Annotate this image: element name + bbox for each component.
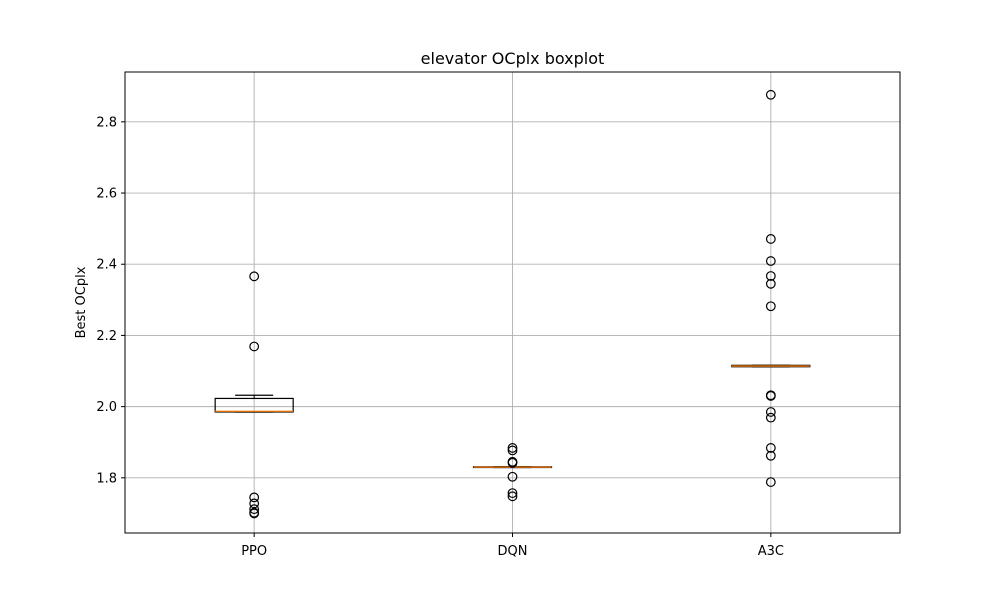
outlier-point bbox=[249, 504, 260, 515]
outlier-point bbox=[765, 407, 776, 417]
outlier-point bbox=[765, 301, 776, 312]
y-tick-label: 1.8 bbox=[96, 471, 117, 486]
outlier-point bbox=[765, 391, 776, 401]
outlier-point bbox=[765, 477, 776, 487]
outlier-point bbox=[249, 341, 260, 352]
outlier-point bbox=[765, 89, 776, 100]
y-tick-label: 2.4 bbox=[96, 258, 117, 273]
outlier-point bbox=[507, 491, 518, 502]
box-ppo bbox=[214, 397, 294, 413]
outlier-point bbox=[765, 278, 776, 289]
outlier-point bbox=[765, 412, 776, 423]
outlier-point bbox=[507, 445, 518, 456]
outlier-point bbox=[507, 471, 518, 482]
outlier-point bbox=[507, 457, 518, 468]
outlier-point bbox=[765, 256, 776, 266]
x-tick-label: A3C bbox=[758, 544, 784, 559]
outlier-point bbox=[249, 508, 260, 519]
chart-title: elevator OCplx boxplot bbox=[421, 49, 605, 68]
outlier-point bbox=[249, 271, 260, 282]
x-tick-label: PPO bbox=[241, 544, 267, 559]
outlier-point bbox=[765, 271, 776, 281]
y-axis-label: Best OCplx bbox=[74, 266, 89, 338]
y-tick-label: 2.0 bbox=[96, 400, 117, 415]
y-tick-label: 2.6 bbox=[96, 187, 117, 202]
outlier-point bbox=[765, 450, 776, 461]
outlier-point bbox=[249, 498, 260, 509]
outlier-point bbox=[765, 443, 776, 453]
box-layer bbox=[214, 89, 811, 519]
x-tick-label: DQN bbox=[498, 544, 528, 559]
outlier-point bbox=[507, 443, 518, 453]
tick-layer: 1.8 2.0 2.2 2.4 2.6 2.8 PPO DQN A3C bbox=[96, 115, 784, 559]
y-tick-label: 2.2 bbox=[96, 329, 117, 344]
outlier-point bbox=[249, 492, 260, 503]
outlier-point bbox=[765, 234, 776, 244]
y-tick-label: 2.8 bbox=[96, 115, 117, 130]
outlier-point bbox=[507, 488, 518, 499]
